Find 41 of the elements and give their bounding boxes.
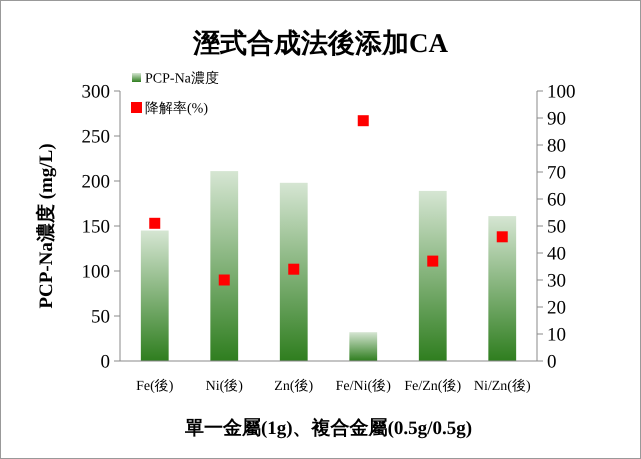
point	[358, 115, 369, 126]
y-tick-label: 250	[82, 126, 110, 148]
y2-tick-label: 0	[547, 352, 556, 373]
bar	[418, 190, 447, 361]
x-tick-label: Fe/Zn(後)	[404, 378, 462, 394]
x-tick-label: Ni(後)	[206, 378, 244, 394]
bar	[349, 332, 378, 361]
y-tick-label: 200	[82, 172, 110, 193]
legend-label: 降解率(%)	[145, 100, 208, 116]
y2-tick-label: 80	[547, 136, 566, 157]
y2-tick-label: 10	[547, 324, 566, 346]
legend-label: PCP-Na濃度	[145, 70, 219, 86]
point	[427, 256, 438, 267]
x-tick-label: Fe(後)	[136, 378, 174, 394]
point	[288, 264, 300, 275]
y2-tick-label: 60	[547, 190, 566, 211]
y-tick-label: 150	[82, 216, 110, 238]
bar	[210, 171, 238, 361]
y2-tick-label: 100	[547, 82, 576, 103]
point	[218, 274, 230, 286]
y2-tick-label: 90	[547, 108, 566, 130]
y2-tick-label: 40	[547, 244, 566, 265]
x-tick-label: Ni/Zn(後)	[474, 378, 531, 394]
point	[149, 218, 160, 229]
chart-title: 溼式合成法後添加CA	[192, 28, 448, 58]
y2-tick-label: 50	[547, 216, 566, 238]
bar	[140, 230, 169, 361]
y2-tick-label: 70	[547, 162, 566, 184]
y-tick-label: 0	[100, 352, 110, 373]
point	[496, 231, 508, 242]
y-axis-title: PCP-Na濃度 (mg/L)	[35, 143, 57, 309]
y2-tick-label: 20	[547, 298, 566, 319]
y-tick-label: 300	[82, 82, 110, 103]
y2-tick-label: 30	[547, 270, 566, 292]
x-tick-label: Fe/Ni(後)	[336, 378, 392, 394]
x-tick-label: Zn(後)	[274, 378, 314, 394]
y-tick-label: 50	[91, 306, 110, 328]
y-tick-label: 100	[82, 262, 110, 283]
bar	[488, 216, 516, 361]
bar	[280, 182, 308, 361]
x-axis-title: 單一金屬(1g)、複合金屬(0.5g/0.5g)	[184, 417, 472, 439]
